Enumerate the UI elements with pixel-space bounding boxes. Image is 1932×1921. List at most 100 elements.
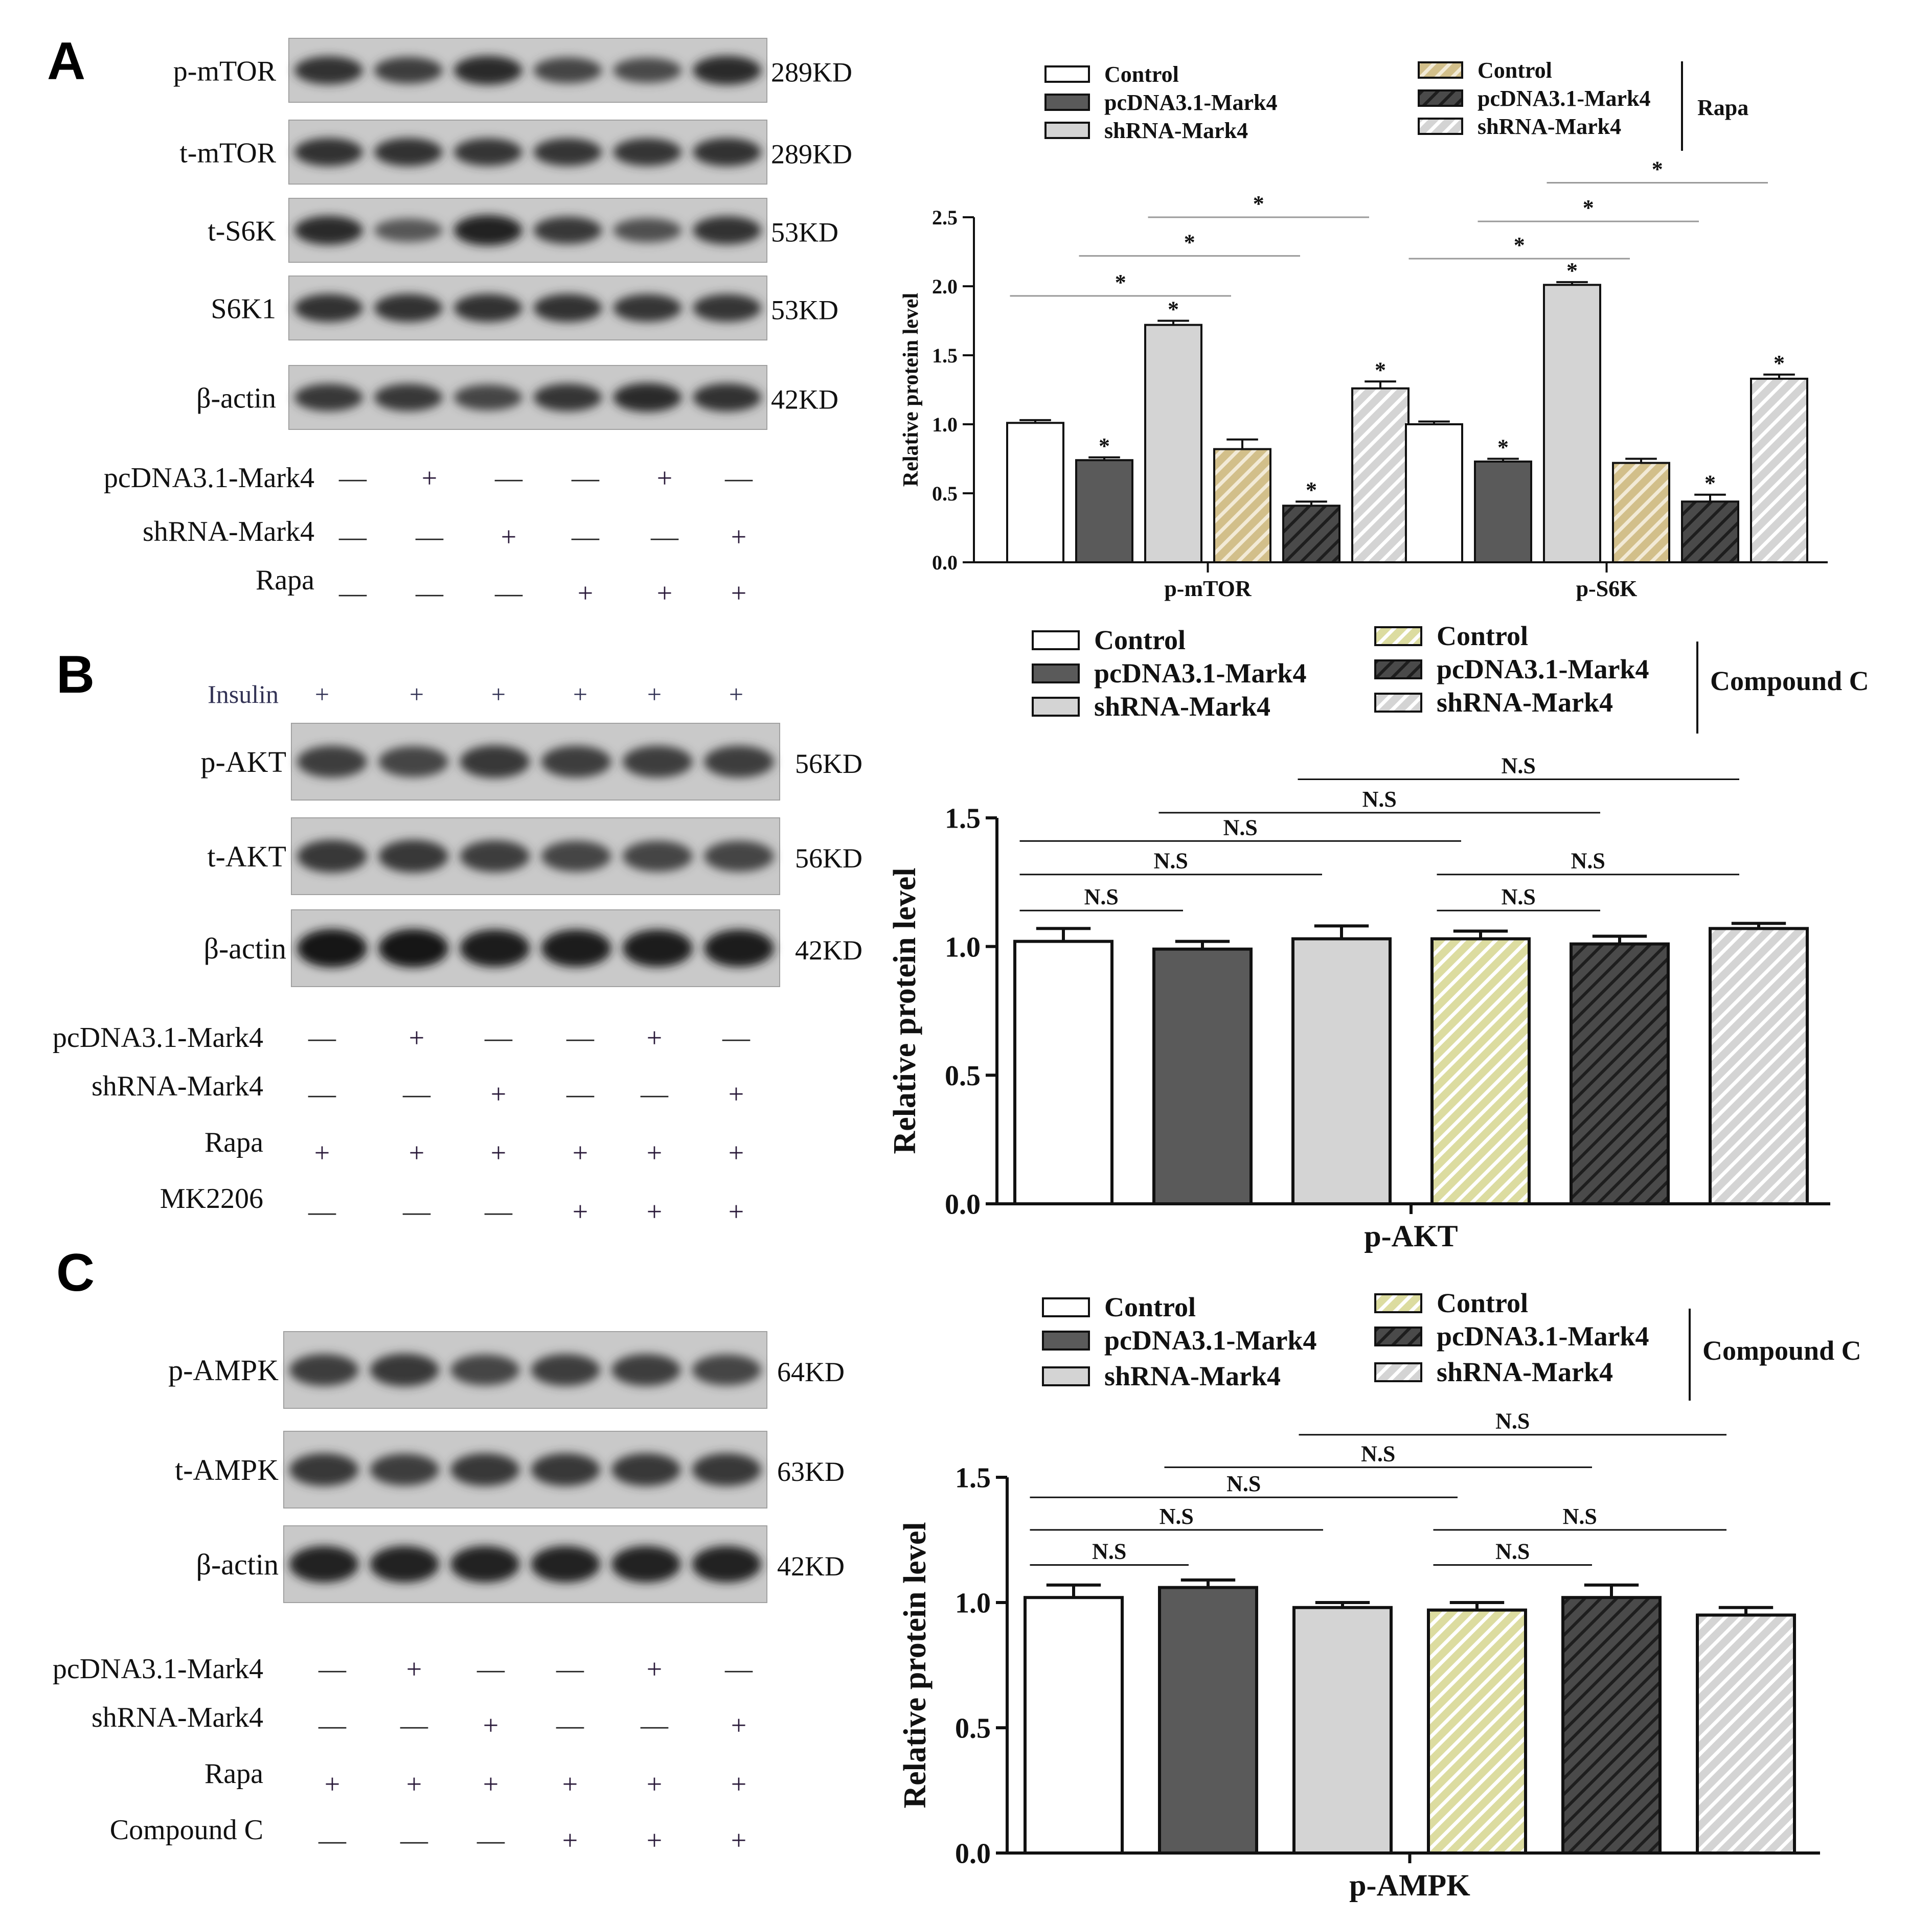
- legend-label: shRNA-Mark4: [1437, 1357, 1613, 1387]
- bar: [1405, 423, 1463, 563]
- bar: [1291, 937, 1392, 1205]
- y-tick-label: 0.0: [932, 551, 958, 574]
- blot-band: [294, 216, 363, 245]
- blot-band: [460, 745, 530, 779]
- legend-swatch: [1032, 697, 1080, 717]
- blot-strip-shade: [291, 910, 780, 987]
- blot-strip-shade: [289, 276, 767, 340]
- blot-strip-shade: [291, 818, 780, 895]
- legend-swatch: [1042, 1331, 1090, 1351]
- legend-group-label: Rapa: [1697, 95, 1748, 120]
- condition-mark: —: [484, 1022, 513, 1053]
- blot-band-label: p-mTOR: [173, 56, 277, 87]
- chart-a: 0.0 0.5 1.0 1.5 2.0 2.5 Relative protein level…: [899, 157, 1828, 601]
- condition-mark: +: [422, 463, 437, 493]
- chart-c: 0.0 0.5 1.0 1.5 Relative protein level p-AMPK…: [898, 1409, 1820, 1902]
- comparison-label: N.S: [1502, 884, 1536, 909]
- legend-label: shRNA-Mark4: [1437, 687, 1613, 718]
- bar: [1474, 460, 1532, 564]
- blot-band: [460, 840, 530, 873]
- legend-swatch: [1042, 1366, 1090, 1386]
- y-axis-label: Relative protein level: [888, 867, 922, 1154]
- blot-band-label: S6K1: [211, 293, 276, 325]
- blot-strip: [283, 1431, 767, 1508]
- condition-label: MK2206: [160, 1183, 263, 1215]
- condition-mark: —: [338, 463, 367, 493]
- blot-band: [622, 840, 693, 872]
- blot-band: [370, 1546, 439, 1583]
- legend-swatch: [1418, 61, 1463, 79]
- blot-band: [453, 215, 522, 246]
- condition-mark: +: [731, 1769, 746, 1799]
- condition-mark: +: [647, 1769, 662, 1799]
- condition-mark: +: [657, 463, 672, 493]
- condition-mark: +: [501, 521, 516, 552]
- comparison-label: N.S: [1226, 1471, 1261, 1496]
- blot-band: [378, 929, 449, 968]
- bar: [1696, 1613, 1796, 1855]
- condition-mark: —: [640, 1079, 669, 1109]
- condition-mark: +: [314, 1137, 330, 1168]
- condition-mark: —: [308, 1079, 336, 1109]
- legend-swatch: [1044, 94, 1090, 111]
- legend-b: ControlpcDNA3.1-Mark4shRNA-Mark4Controlp…: [1032, 621, 1869, 734]
- blot-strip: [288, 276, 767, 340]
- blot-band: [693, 56, 762, 85]
- blot-band: [450, 1453, 520, 1487]
- blot-strip-shade: [284, 1332, 767, 1408]
- blot-top-mark: +: [647, 680, 662, 708]
- legend-label: Control: [1437, 1288, 1528, 1318]
- bar: [1351, 387, 1410, 563]
- blot-band: [450, 1354, 520, 1386]
- legend-swatch: [1418, 118, 1463, 135]
- blot-band-label: p-AKT: [200, 745, 286, 779]
- blot-band-size: 64KD: [777, 1357, 845, 1387]
- condition-mark: +: [325, 1769, 340, 1799]
- condition-mark: +: [647, 1654, 662, 1684]
- blot-band-size: 42KD: [777, 1551, 845, 1582]
- blot-band: [693, 383, 762, 411]
- blot-strip: [283, 1525, 767, 1603]
- y-tick-label: 1.5: [955, 1462, 991, 1494]
- blot-band: [294, 294, 363, 322]
- blot-band: [378, 746, 449, 777]
- legend-swatch: [1374, 693, 1422, 713]
- blot-band: [541, 840, 611, 872]
- condition-mark: —: [556, 1654, 584, 1684]
- blot-band: [613, 138, 682, 166]
- blot-band: [453, 56, 522, 85]
- condition-mark: —: [571, 521, 600, 552]
- condition-mark: —: [308, 1022, 336, 1053]
- blot-band-label: β-actin: [196, 383, 276, 415]
- blot-band: [533, 294, 602, 322]
- condition-mark: +: [729, 1079, 744, 1109]
- comparison-label: N.S: [1092, 1539, 1126, 1564]
- blot-top-mark: +: [491, 680, 506, 708]
- condition-mark: —: [566, 1079, 595, 1109]
- bar: [1709, 927, 1809, 1205]
- blot-band: [289, 1354, 359, 1386]
- blot-band: [622, 929, 693, 967]
- condition-mark: —: [494, 578, 523, 608]
- blot-strip: [283, 1331, 767, 1409]
- blot-band-size: 289KD: [771, 57, 852, 88]
- bar: [1430, 937, 1531, 1205]
- legend-group-label: Compound C: [1710, 666, 1869, 696]
- bar: [1152, 947, 1253, 1205]
- blot-band: [533, 138, 602, 166]
- legend-swatch: [1418, 89, 1463, 107]
- blot-band: [541, 745, 611, 778]
- comparison-label: *: [1184, 230, 1195, 255]
- condition-mark: +: [409, 1022, 424, 1053]
- comparison-label: N.S: [1502, 753, 1536, 779]
- y-tick-label: 2.0: [932, 275, 958, 298]
- legend-swatch: [1374, 1327, 1422, 1346]
- blot-band: [450, 1546, 520, 1583]
- blot-band: [693, 294, 762, 322]
- comparison-label: *: [1652, 157, 1663, 182]
- y-axis-label: Relative protein level: [898, 1522, 933, 1808]
- condition-label: Rapa: [204, 1127, 263, 1158]
- condition-mark: +: [657, 578, 672, 608]
- legend-swatch: [1374, 626, 1422, 646]
- condition-mark: —: [402, 1079, 431, 1109]
